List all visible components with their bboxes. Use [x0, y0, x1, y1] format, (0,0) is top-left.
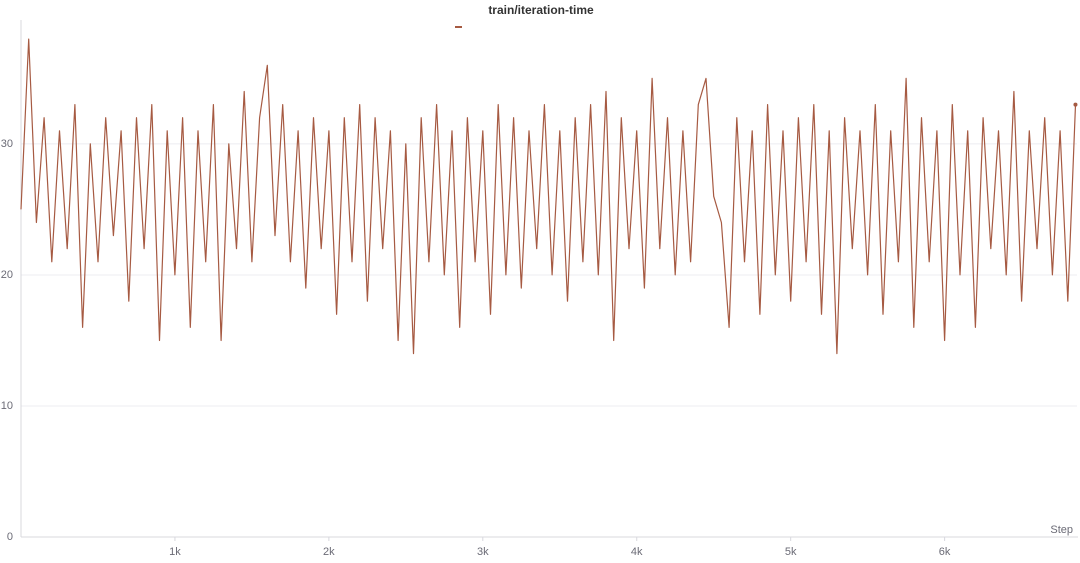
x-axis-label: Step	[1050, 524, 1073, 536]
line-series	[20, 38, 1077, 355]
x-tick-label: 2k	[323, 546, 335, 558]
x-tick-label: 4k	[631, 546, 643, 558]
y-tick-label: 0	[7, 531, 13, 543]
y-tick-label: 10	[1, 400, 13, 412]
x-tick-label: 1k	[169, 546, 181, 558]
x-tick-label: 6k	[939, 546, 951, 558]
x-tick-label: 5k	[785, 546, 797, 558]
chart-title: train/iteration-time	[488, 3, 594, 17]
x-tick-label: 3k	[477, 546, 489, 558]
end-point	[1073, 102, 1078, 107]
y-tick-label: 20	[1, 269, 13, 281]
y-tick-label: 30	[1, 138, 13, 150]
